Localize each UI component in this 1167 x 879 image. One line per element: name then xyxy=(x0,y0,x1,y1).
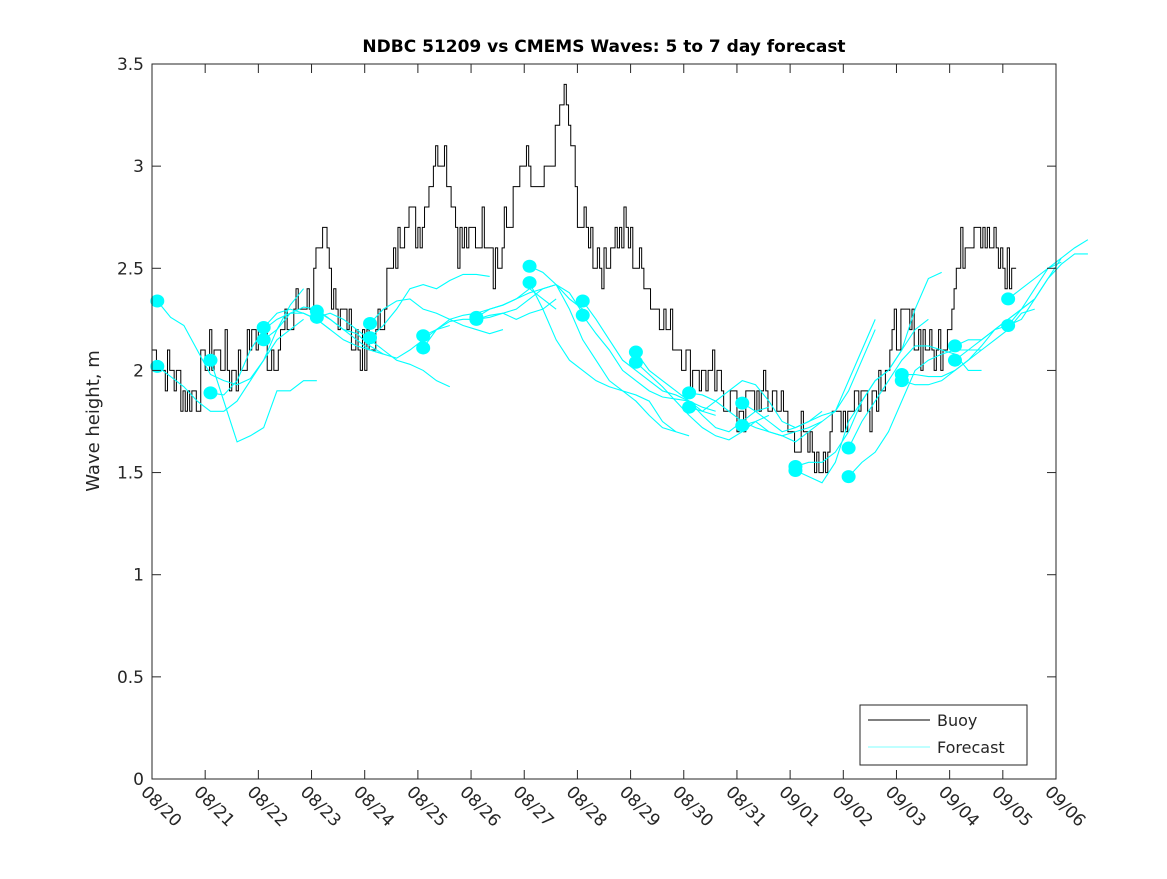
x-tick-label: 08/31 xyxy=(721,782,770,831)
x-tick-label: 08/21 xyxy=(190,782,239,831)
x-tick-label: 08/24 xyxy=(349,782,398,831)
y-tick-label: 0 xyxy=(133,770,144,790)
x-tick-label: 09/05 xyxy=(987,782,1036,831)
forecast-start-marker-21 xyxy=(682,400,697,414)
forecast-line-9 xyxy=(369,273,490,339)
forecast-start-marker-25 xyxy=(788,464,803,478)
forecast-start-marker-4 xyxy=(256,321,271,335)
y-tick-label: 1.5 xyxy=(117,464,144,484)
forecast-line-4 xyxy=(263,308,384,355)
x-tick-label: 08/29 xyxy=(615,782,664,831)
x-tick-label: 08/23 xyxy=(296,782,345,831)
forecast-start-marker-27 xyxy=(841,470,856,484)
x-tick-label: 08/22 xyxy=(243,782,292,831)
forecast-line-1 xyxy=(156,318,304,412)
axes-frame xyxy=(151,63,1057,780)
forecast-line-27 xyxy=(848,349,982,478)
forecast-line-5 xyxy=(263,306,384,355)
legend-box xyxy=(859,704,1028,766)
forecast-line-19 xyxy=(635,361,770,441)
buoy-line xyxy=(152,83,1017,474)
y-tick-label: 2.5 xyxy=(117,259,144,279)
forecast-start-marker-23 xyxy=(735,419,750,433)
forecast-line-24 xyxy=(795,271,942,467)
forecast-start-marker-1 xyxy=(150,359,165,373)
forecast-start-marker-15 xyxy=(522,276,537,290)
y-tick-label: 1 xyxy=(133,566,144,586)
forecast-start-marker-30 xyxy=(947,339,962,353)
y-tick-label: 3.5 xyxy=(117,55,144,75)
forecast-line-11 xyxy=(422,298,557,349)
x-tick-label: 08/26 xyxy=(456,782,505,831)
forecast-start-marker-2 xyxy=(203,353,218,367)
forecast-start-marker-33 xyxy=(1001,318,1016,332)
x-tick-label: 08/25 xyxy=(402,782,451,831)
forecast-line-32 xyxy=(1007,257,1062,300)
legend: Buoy Forecast xyxy=(859,704,1028,766)
x-tick-label: 08/28 xyxy=(562,782,611,831)
x-tick-label: 08/27 xyxy=(509,782,558,831)
y-tick-label: 2 xyxy=(133,361,144,381)
x-tick-label: 09/03 xyxy=(881,782,930,831)
y-tick-label: 0.5 xyxy=(117,668,144,688)
chart-title: NDBC 51209 vs CMEMS Waves: 5 to 7 day fo… xyxy=(362,37,845,57)
forecast-line-12 xyxy=(476,284,584,318)
forecast-line-25 xyxy=(795,318,929,484)
forecast-start-marker-26 xyxy=(841,441,856,455)
x-tick-label: 09/06 xyxy=(1040,782,1089,831)
legend-forecast-label: Forecast xyxy=(937,738,1005,757)
forecast-line-8 xyxy=(369,298,504,335)
forecast-start-marker-14 xyxy=(522,259,537,273)
forecast-line-14 xyxy=(529,265,690,437)
forecast-start-marker-32 xyxy=(1001,292,1016,306)
forecast-line-20 xyxy=(688,380,823,429)
forecast-start-marker-16 xyxy=(575,294,590,308)
forecast-line-13 xyxy=(476,284,584,320)
forecast-start-marker-18 xyxy=(628,345,643,359)
forecast-line-21 xyxy=(688,400,823,437)
forecast-line-7 xyxy=(316,312,451,388)
forecast-start-marker-31 xyxy=(947,353,962,367)
forecast-line-16 xyxy=(582,300,716,416)
forecast-start-marker-11 xyxy=(416,341,431,355)
x-tick-label: 09/01 xyxy=(775,782,824,831)
plot-area xyxy=(150,83,1089,484)
y-axis-label: Wave height, m xyxy=(83,350,104,491)
forecast-start-marker-22 xyxy=(735,396,750,410)
forecast-start-marker-10 xyxy=(416,329,431,343)
forecast-start-marker-5 xyxy=(256,333,271,347)
forecast-line-2 xyxy=(209,360,317,443)
forecast-line-22 xyxy=(741,319,876,433)
x-tick-label: 08/20 xyxy=(136,782,185,831)
forecast-line-18 xyxy=(635,351,770,433)
y-tick-label: 3 xyxy=(133,157,144,177)
forecast-start-marker-13 xyxy=(469,312,484,326)
x-tick-label: 09/02 xyxy=(828,782,877,831)
forecast-start-marker-7 xyxy=(309,310,324,324)
x-tick-label: 09/04 xyxy=(934,782,983,831)
legend-buoy-label: Buoy xyxy=(937,711,977,730)
forecast-start-marker-20 xyxy=(682,386,697,400)
forecast-start-marker-19 xyxy=(628,355,643,369)
forecast-start-marker-17 xyxy=(575,308,590,322)
forecast-line-3 xyxy=(210,312,331,396)
forecast-line-23 xyxy=(742,329,876,443)
forecast-start-marker-29 xyxy=(894,374,909,388)
forecast-line-0 xyxy=(156,288,304,386)
forecast-line-15 xyxy=(529,282,677,433)
forecast-start-marker-0 xyxy=(150,294,165,308)
forecast-line-33 xyxy=(1007,261,1062,326)
forecast-line-31 xyxy=(954,239,1089,361)
forecast-line-30 xyxy=(954,253,1088,347)
x-tick-label: 08/30 xyxy=(668,782,717,831)
forecast-line-29 xyxy=(901,308,1035,386)
forecast-start-marker-3 xyxy=(203,386,218,400)
forecast-start-marker-8 xyxy=(363,316,378,330)
forecast-start-marker-9 xyxy=(363,331,378,345)
